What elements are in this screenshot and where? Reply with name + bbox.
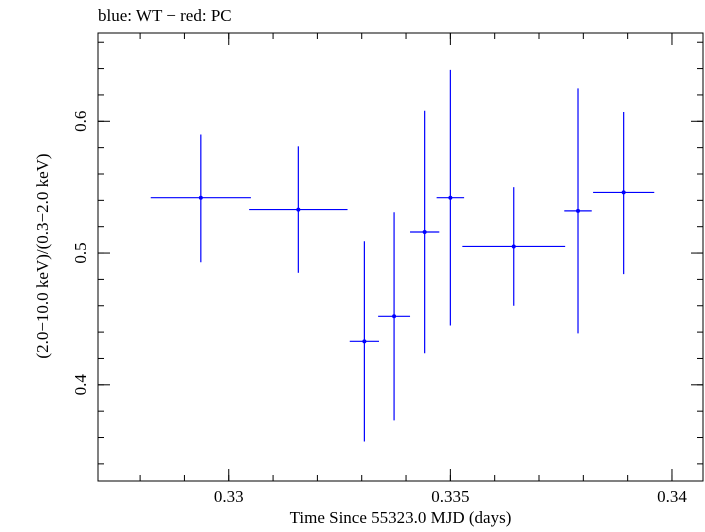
data-point	[150, 134, 251, 263]
data-marker	[448, 195, 453, 200]
y-tick-label: 0.4	[71, 374, 90, 396]
chart-title: blue: WT − red: PC	[98, 6, 232, 25]
y-tick-label: 0.5	[71, 242, 90, 263]
data-marker	[621, 190, 626, 195]
data-point	[462, 187, 566, 306]
data-marker	[422, 229, 427, 234]
data-point	[564, 88, 592, 334]
data-point	[349, 241, 380, 442]
y-tick-label: 0.6	[71, 111, 90, 132]
data-point	[436, 69, 465, 326]
data-marker	[576, 208, 581, 213]
y-axis-ticks: 0.4 0.5 0.6	[71, 111, 703, 396]
x-axis-ticks: 0.33 0.335 0.34	[214, 33, 687, 506]
data-point	[378, 212, 411, 421]
x-tick-label: 0.335	[431, 487, 469, 506]
data-marker	[198, 195, 203, 200]
x-axis-label: Time Since 55323.0 MJD (days)	[289, 508, 512, 527]
x-tick-label: 0.34	[657, 487, 687, 506]
y-axis-label: (2.0−10.0 keV)/(0.3−2.0 keV)	[33, 153, 52, 359]
x-tick-label: 0.33	[214, 487, 244, 506]
data-marker	[392, 314, 397, 319]
data-marker	[362, 339, 367, 344]
data-point	[410, 110, 440, 354]
data-point	[593, 112, 655, 275]
data-point	[249, 146, 348, 273]
plot-frame	[97, 32, 704, 482]
data-series	[150, 69, 655, 442]
plot-border	[97, 32, 704, 482]
data-marker	[296, 207, 301, 212]
data-marker	[511, 244, 516, 249]
